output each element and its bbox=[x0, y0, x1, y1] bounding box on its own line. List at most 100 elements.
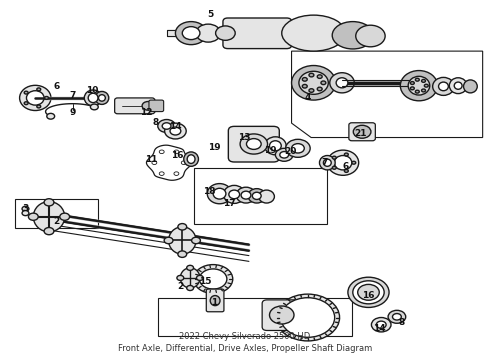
Ellipse shape bbox=[299, 71, 328, 94]
Circle shape bbox=[416, 90, 419, 93]
Text: 20: 20 bbox=[284, 148, 296, 156]
Ellipse shape bbox=[292, 66, 336, 100]
Circle shape bbox=[421, 89, 425, 92]
Text: 16: 16 bbox=[171, 151, 184, 160]
Text: 14: 14 bbox=[373, 324, 386, 333]
Circle shape bbox=[37, 88, 41, 91]
Circle shape bbox=[187, 265, 194, 270]
Ellipse shape bbox=[270, 306, 294, 324]
Ellipse shape bbox=[265, 137, 286, 155]
Circle shape bbox=[44, 228, 54, 235]
Ellipse shape bbox=[241, 191, 251, 199]
Text: 2: 2 bbox=[177, 282, 183, 291]
Ellipse shape bbox=[439, 82, 448, 91]
FancyBboxPatch shape bbox=[228, 126, 279, 162]
Ellipse shape bbox=[433, 77, 454, 95]
Ellipse shape bbox=[388, 310, 406, 323]
Ellipse shape bbox=[194, 265, 233, 293]
Ellipse shape bbox=[84, 90, 102, 106]
Ellipse shape bbox=[336, 78, 348, 88]
Bar bbox=[167, 30, 230, 36]
Ellipse shape bbox=[334, 156, 352, 170]
Ellipse shape bbox=[196, 24, 220, 42]
Text: 8: 8 bbox=[399, 318, 405, 327]
Text: 13: 13 bbox=[238, 133, 250, 142]
Ellipse shape bbox=[449, 78, 467, 94]
Circle shape bbox=[47, 113, 55, 119]
Ellipse shape bbox=[286, 139, 310, 157]
Circle shape bbox=[37, 105, 41, 108]
Circle shape bbox=[192, 237, 200, 244]
Ellipse shape bbox=[454, 82, 462, 89]
Ellipse shape bbox=[252, 192, 261, 199]
Ellipse shape bbox=[210, 296, 220, 306]
FancyBboxPatch shape bbox=[115, 98, 155, 114]
Ellipse shape bbox=[223, 185, 245, 203]
Bar bbox=[15, 199, 98, 228]
Ellipse shape bbox=[169, 227, 196, 254]
Circle shape bbox=[22, 211, 29, 216]
Text: 21: 21 bbox=[354, 129, 367, 138]
Text: 12: 12 bbox=[140, 108, 152, 117]
Text: 7: 7 bbox=[321, 158, 328, 167]
Bar bbox=[158, 298, 352, 336]
Circle shape bbox=[196, 275, 203, 280]
Ellipse shape bbox=[26, 91, 44, 105]
Ellipse shape bbox=[229, 190, 240, 199]
Ellipse shape bbox=[184, 152, 198, 166]
Circle shape bbox=[410, 87, 414, 90]
Ellipse shape bbox=[464, 80, 477, 93]
Ellipse shape bbox=[207, 184, 232, 204]
Circle shape bbox=[178, 251, 187, 257]
Circle shape bbox=[424, 84, 428, 87]
Text: 8: 8 bbox=[153, 118, 159, 127]
Circle shape bbox=[159, 172, 164, 175]
Text: 7: 7 bbox=[69, 91, 76, 100]
Ellipse shape bbox=[371, 318, 391, 332]
Ellipse shape bbox=[158, 120, 175, 132]
Ellipse shape bbox=[33, 202, 65, 232]
Ellipse shape bbox=[356, 25, 385, 47]
Text: 10: 10 bbox=[86, 86, 98, 95]
Circle shape bbox=[164, 237, 173, 244]
Ellipse shape bbox=[98, 95, 105, 101]
FancyBboxPatch shape bbox=[206, 289, 224, 312]
Circle shape bbox=[332, 166, 336, 169]
Circle shape bbox=[321, 81, 326, 85]
Text: 2: 2 bbox=[53, 217, 59, 226]
FancyBboxPatch shape bbox=[223, 18, 292, 49]
Circle shape bbox=[410, 82, 414, 85]
Circle shape bbox=[187, 285, 194, 291]
Ellipse shape bbox=[187, 155, 195, 163]
Ellipse shape bbox=[332, 22, 373, 49]
Circle shape bbox=[181, 161, 186, 165]
Bar bbox=[194, 168, 327, 224]
Text: 5: 5 bbox=[208, 10, 214, 19]
Text: 18: 18 bbox=[203, 187, 216, 196]
Ellipse shape bbox=[248, 189, 266, 203]
Text: 17: 17 bbox=[223, 199, 236, 208]
Text: 9: 9 bbox=[69, 108, 76, 117]
Ellipse shape bbox=[292, 144, 304, 153]
Ellipse shape bbox=[353, 281, 384, 304]
Text: 14: 14 bbox=[169, 122, 182, 131]
Circle shape bbox=[177, 275, 184, 280]
Ellipse shape bbox=[162, 123, 171, 129]
Ellipse shape bbox=[281, 298, 335, 337]
Ellipse shape bbox=[319, 156, 335, 170]
Circle shape bbox=[421, 80, 425, 82]
Circle shape bbox=[28, 213, 38, 220]
Ellipse shape bbox=[280, 152, 289, 158]
Ellipse shape bbox=[376, 321, 386, 328]
Ellipse shape bbox=[392, 314, 401, 320]
Circle shape bbox=[344, 170, 348, 172]
Ellipse shape bbox=[330, 73, 354, 93]
Ellipse shape bbox=[276, 294, 340, 341]
Circle shape bbox=[90, 104, 98, 110]
Ellipse shape bbox=[175, 22, 207, 45]
Ellipse shape bbox=[246, 139, 261, 149]
Ellipse shape bbox=[259, 190, 274, 203]
Ellipse shape bbox=[240, 134, 268, 154]
Circle shape bbox=[317, 87, 322, 91]
Circle shape bbox=[317, 75, 322, 78]
